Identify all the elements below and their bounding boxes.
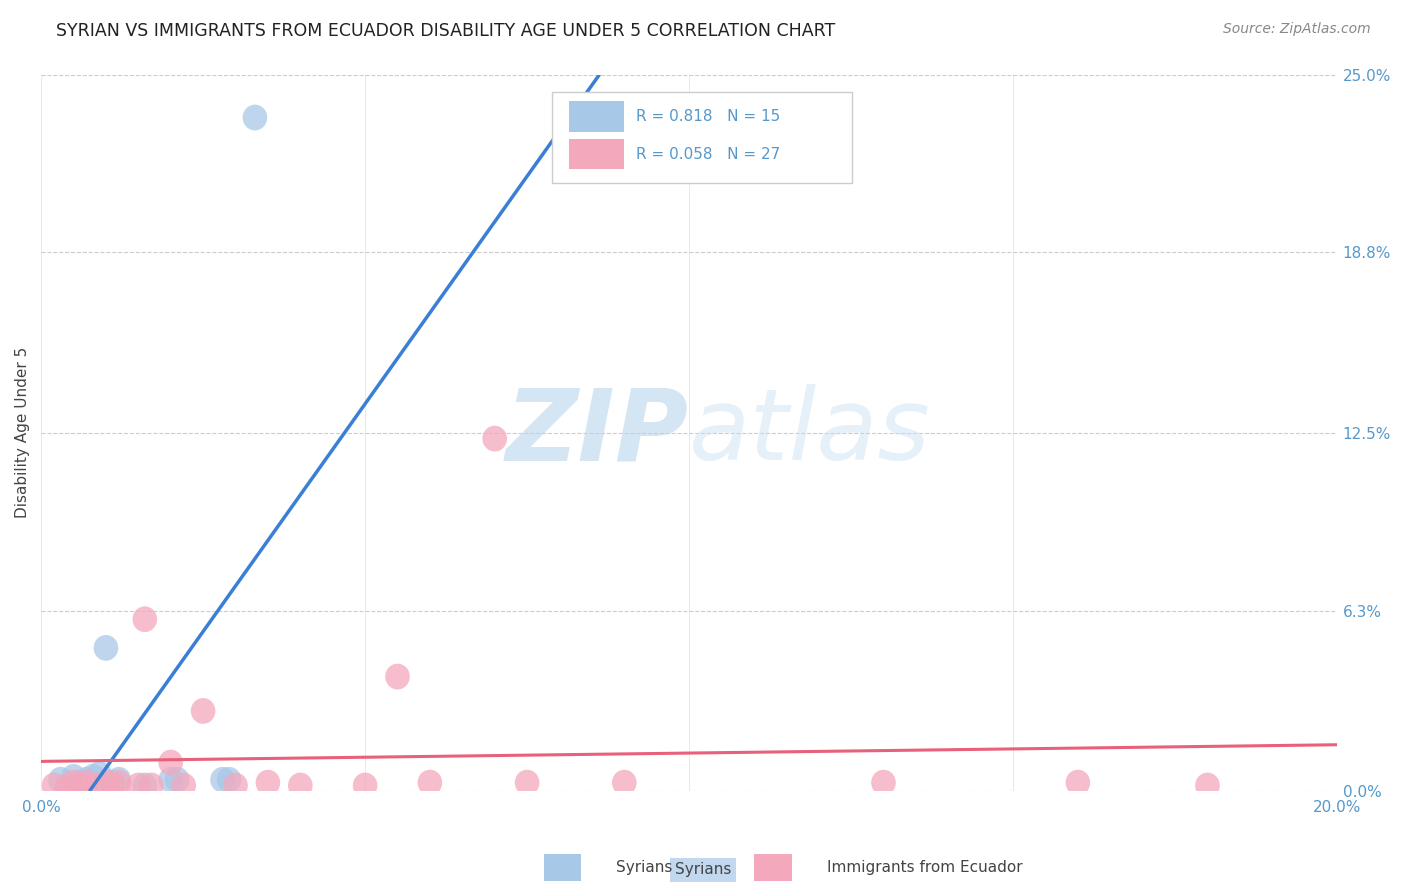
Ellipse shape [107, 770, 131, 796]
Ellipse shape [224, 772, 247, 798]
Ellipse shape [256, 770, 280, 796]
Ellipse shape [612, 770, 637, 796]
Ellipse shape [94, 635, 118, 661]
Ellipse shape [87, 761, 111, 787]
Ellipse shape [515, 770, 540, 796]
Ellipse shape [75, 770, 98, 796]
Ellipse shape [243, 104, 267, 130]
Ellipse shape [385, 664, 409, 690]
Ellipse shape [48, 767, 73, 793]
Ellipse shape [67, 770, 93, 796]
Ellipse shape [94, 770, 118, 796]
Ellipse shape [55, 774, 79, 800]
Ellipse shape [100, 770, 125, 796]
Ellipse shape [159, 749, 183, 775]
Y-axis label: Disability Age Under 5: Disability Age Under 5 [15, 347, 30, 518]
Ellipse shape [1195, 772, 1220, 798]
Ellipse shape [353, 772, 377, 798]
Ellipse shape [127, 772, 150, 798]
Text: Syrians: Syrians [616, 860, 672, 874]
Ellipse shape [107, 767, 131, 793]
Ellipse shape [165, 767, 190, 793]
Ellipse shape [872, 770, 896, 796]
Ellipse shape [80, 772, 105, 798]
Ellipse shape [132, 607, 157, 632]
Ellipse shape [80, 764, 105, 789]
Text: Immigrants from Ecuador: Immigrants from Ecuador [827, 860, 1022, 874]
Text: atlas: atlas [689, 384, 931, 482]
Ellipse shape [132, 772, 157, 798]
Ellipse shape [211, 767, 235, 793]
Ellipse shape [62, 770, 86, 796]
Ellipse shape [62, 764, 86, 789]
Ellipse shape [482, 425, 508, 451]
Ellipse shape [288, 772, 312, 798]
Ellipse shape [1066, 770, 1090, 796]
Ellipse shape [75, 767, 98, 793]
Text: SYRIAN VS IMMIGRANTS FROM ECUADOR DISABILITY AGE UNDER 5 CORRELATION CHART: SYRIAN VS IMMIGRANTS FROM ECUADOR DISABI… [56, 22, 835, 40]
Ellipse shape [172, 772, 195, 798]
Ellipse shape [159, 767, 183, 793]
Text: Source: ZipAtlas.com: Source: ZipAtlas.com [1223, 22, 1371, 37]
Ellipse shape [100, 772, 125, 798]
Ellipse shape [191, 698, 215, 723]
Text: Syrians: Syrians [675, 863, 731, 877]
Ellipse shape [217, 767, 242, 793]
Ellipse shape [67, 772, 93, 798]
Text: R = 0.818   N = 15: R = 0.818 N = 15 [637, 109, 780, 124]
Ellipse shape [418, 770, 443, 796]
Ellipse shape [42, 772, 66, 798]
Text: R = 0.058   N = 27: R = 0.058 N = 27 [637, 146, 780, 161]
Text: ZIP: ZIP [506, 384, 689, 482]
Ellipse shape [139, 772, 163, 798]
